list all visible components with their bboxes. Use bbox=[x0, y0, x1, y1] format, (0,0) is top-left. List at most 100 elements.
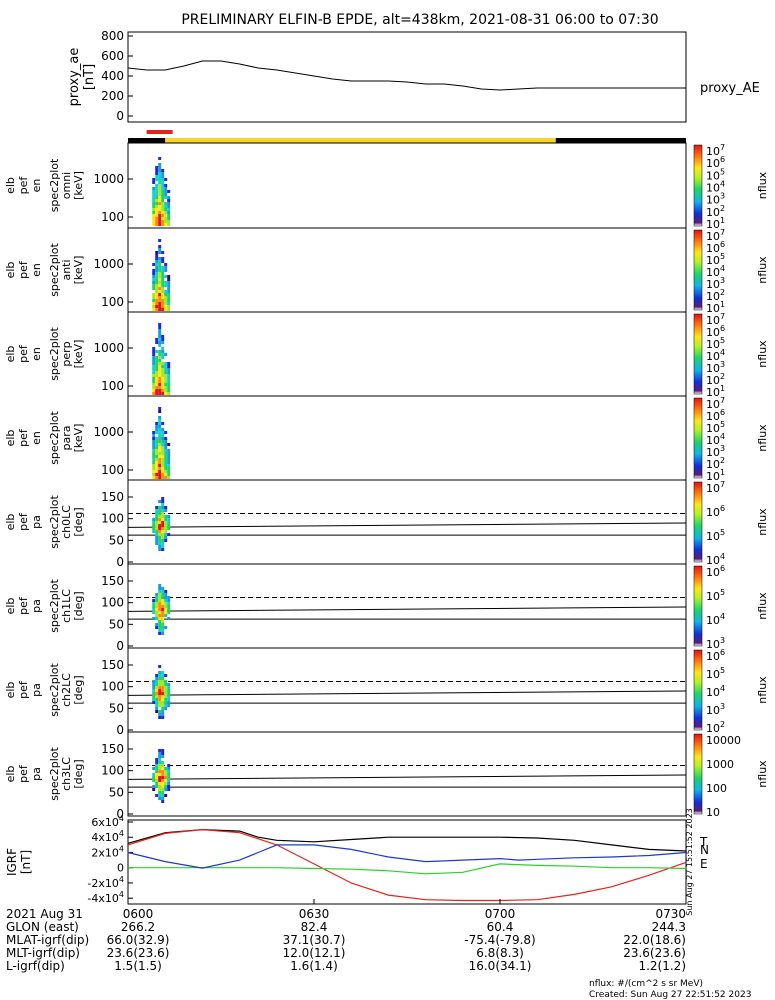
spectrogram-cell bbox=[161, 172, 165, 175]
spectrogram-cell bbox=[161, 785, 165, 788]
spectrogram-cell bbox=[164, 518, 168, 521]
footer-value: -75.4(-79.8) bbox=[464, 933, 535, 947]
spectrogram-cell bbox=[152, 347, 156, 350]
spectrogram-ylabel-part: pa bbox=[30, 683, 43, 697]
spectrogram-cell bbox=[158, 308, 162, 311]
colorbar-tick-label: 107 bbox=[706, 480, 725, 495]
spectrogram-cell bbox=[161, 587, 165, 590]
igrf-ytick-label: -4x104 bbox=[87, 890, 124, 905]
spectrogram-cell bbox=[164, 443, 168, 446]
spectrogram-cell bbox=[155, 428, 159, 431]
spectrogram-cell bbox=[152, 458, 156, 461]
spectrogram-cell bbox=[152, 269, 156, 272]
spectrogram-cell bbox=[152, 223, 156, 226]
spectrogram-cell bbox=[158, 269, 162, 272]
footer-value: 244.3 bbox=[652, 920, 686, 934]
spectrogram-ylabel-part: spec2plot bbox=[48, 495, 61, 549]
proxy-ae-panel: 800 600 400 200 0 proxy_ae [nT] proxy_AE bbox=[67, 29, 760, 123]
spectrogram-cell bbox=[158, 371, 162, 374]
spectrogram-cell bbox=[158, 272, 162, 275]
colorbar bbox=[693, 397, 703, 479]
spectrogram-cell bbox=[167, 392, 171, 395]
spectrogram-cell bbox=[155, 275, 159, 278]
spectrogram-cell bbox=[155, 470, 159, 473]
units-note: nflux: #/(cm^2 s sr MeV) bbox=[589, 979, 703, 989]
colorbar-tick-label: 101 bbox=[706, 216, 725, 231]
spectrogram-cell bbox=[161, 761, 165, 764]
spectrogram-cell bbox=[164, 193, 168, 196]
spectrogram-cell bbox=[158, 533, 162, 536]
spectrogram-cell bbox=[152, 461, 156, 464]
spectrogram-ytick-label: 1000 bbox=[93, 341, 124, 355]
proxy-ae-ylabel-unit: [nT] bbox=[82, 64, 97, 90]
spectrogram-cell bbox=[158, 380, 162, 383]
colorbar-label: nflux bbox=[756, 508, 769, 536]
spectrogram-ylabel-part: spec2plot bbox=[48, 327, 61, 381]
spectrogram-cell bbox=[167, 299, 171, 302]
spectrogram-cell bbox=[161, 752, 165, 755]
colorbar-tick-label: 10000 bbox=[706, 734, 741, 747]
spectrogram-cell bbox=[152, 178, 156, 181]
spectrogram-ylabel-part: anti bbox=[60, 259, 73, 280]
spectrogram-cell bbox=[161, 509, 165, 512]
spectrogram-cell bbox=[158, 239, 162, 242]
spectrogram-cell bbox=[158, 223, 162, 226]
spectrogram-cell bbox=[158, 698, 162, 701]
spectrogram-cell bbox=[158, 704, 162, 707]
spectrogram-cell bbox=[155, 211, 159, 214]
spectrogram-cell bbox=[167, 527, 171, 530]
spectrogram-cell bbox=[152, 377, 156, 380]
spectrogram-cell bbox=[158, 425, 162, 428]
spectrogram-cell bbox=[155, 302, 159, 305]
spectrogram-cell bbox=[155, 359, 159, 362]
colorbar-tick-label: 106 bbox=[706, 240, 725, 255]
spectrogram-cell bbox=[155, 299, 159, 302]
spectrogram-cell bbox=[155, 461, 159, 464]
spectrogram-ylabel-part: en bbox=[30, 347, 43, 361]
spectrogram-cell bbox=[158, 329, 162, 332]
igrf-series-line bbox=[127, 844, 687, 869]
proxy-ae-ylabel: proxy_ae bbox=[67, 48, 82, 107]
spectrogram-cell bbox=[167, 374, 171, 377]
igrf-legend-label: N bbox=[700, 843, 709, 857]
spectrogram-cell bbox=[161, 199, 165, 202]
colorbar-tick-label: 106 bbox=[706, 155, 725, 170]
spectrogram-cell bbox=[152, 199, 156, 202]
spectrogram-cells bbox=[152, 749, 171, 803]
spectrogram-cell bbox=[158, 166, 162, 169]
spectrogram-ytick-label: 0 bbox=[116, 723, 124, 737]
spectrogram-cell bbox=[161, 794, 165, 797]
spectrogram-cell bbox=[164, 217, 168, 220]
spectrogram-cell bbox=[167, 281, 171, 284]
spectrogram-cell bbox=[152, 202, 156, 205]
spectrogram-cell bbox=[164, 596, 168, 599]
spectrogram-cell bbox=[167, 473, 171, 476]
spectrogram-cell bbox=[161, 512, 165, 515]
spectrogram-cell bbox=[167, 190, 171, 193]
spectrogram-cell bbox=[161, 365, 165, 368]
spectrogram-cell bbox=[155, 386, 159, 389]
spectrogram-cell bbox=[158, 518, 162, 521]
spectrogram-cell bbox=[161, 680, 165, 683]
spectrogram-cell bbox=[155, 710, 159, 713]
spectrogram-cell bbox=[161, 338, 165, 341]
spectrogram-cell bbox=[152, 263, 156, 266]
spectrogram-cell bbox=[164, 178, 168, 181]
spectrogram-cell bbox=[155, 776, 159, 779]
spectrogram-cell bbox=[155, 365, 159, 368]
spectrogram-cell bbox=[155, 278, 159, 281]
spectrogram-cell bbox=[158, 449, 162, 452]
spectrogram-cell bbox=[161, 674, 165, 677]
spectrogram-cell bbox=[158, 605, 162, 608]
spectrogram-cell bbox=[152, 476, 156, 479]
spectrogram-cell bbox=[152, 305, 156, 308]
spectrogram-panel-8: elb pef pa spec2plot ch3LC [deg] 150 100 50 0 1000… bbox=[4, 731, 769, 821]
spectrogram-cell bbox=[152, 190, 156, 193]
colorbar-tick-label: 107 bbox=[706, 143, 725, 158]
spectrogram-cell bbox=[155, 767, 159, 770]
spectrogram-cell bbox=[152, 281, 156, 284]
spectrogram-cell bbox=[155, 193, 159, 196]
spectrogram-cell bbox=[158, 323, 162, 326]
spectrogram-cell bbox=[158, 353, 162, 356]
spectrogram-cell bbox=[167, 773, 171, 776]
